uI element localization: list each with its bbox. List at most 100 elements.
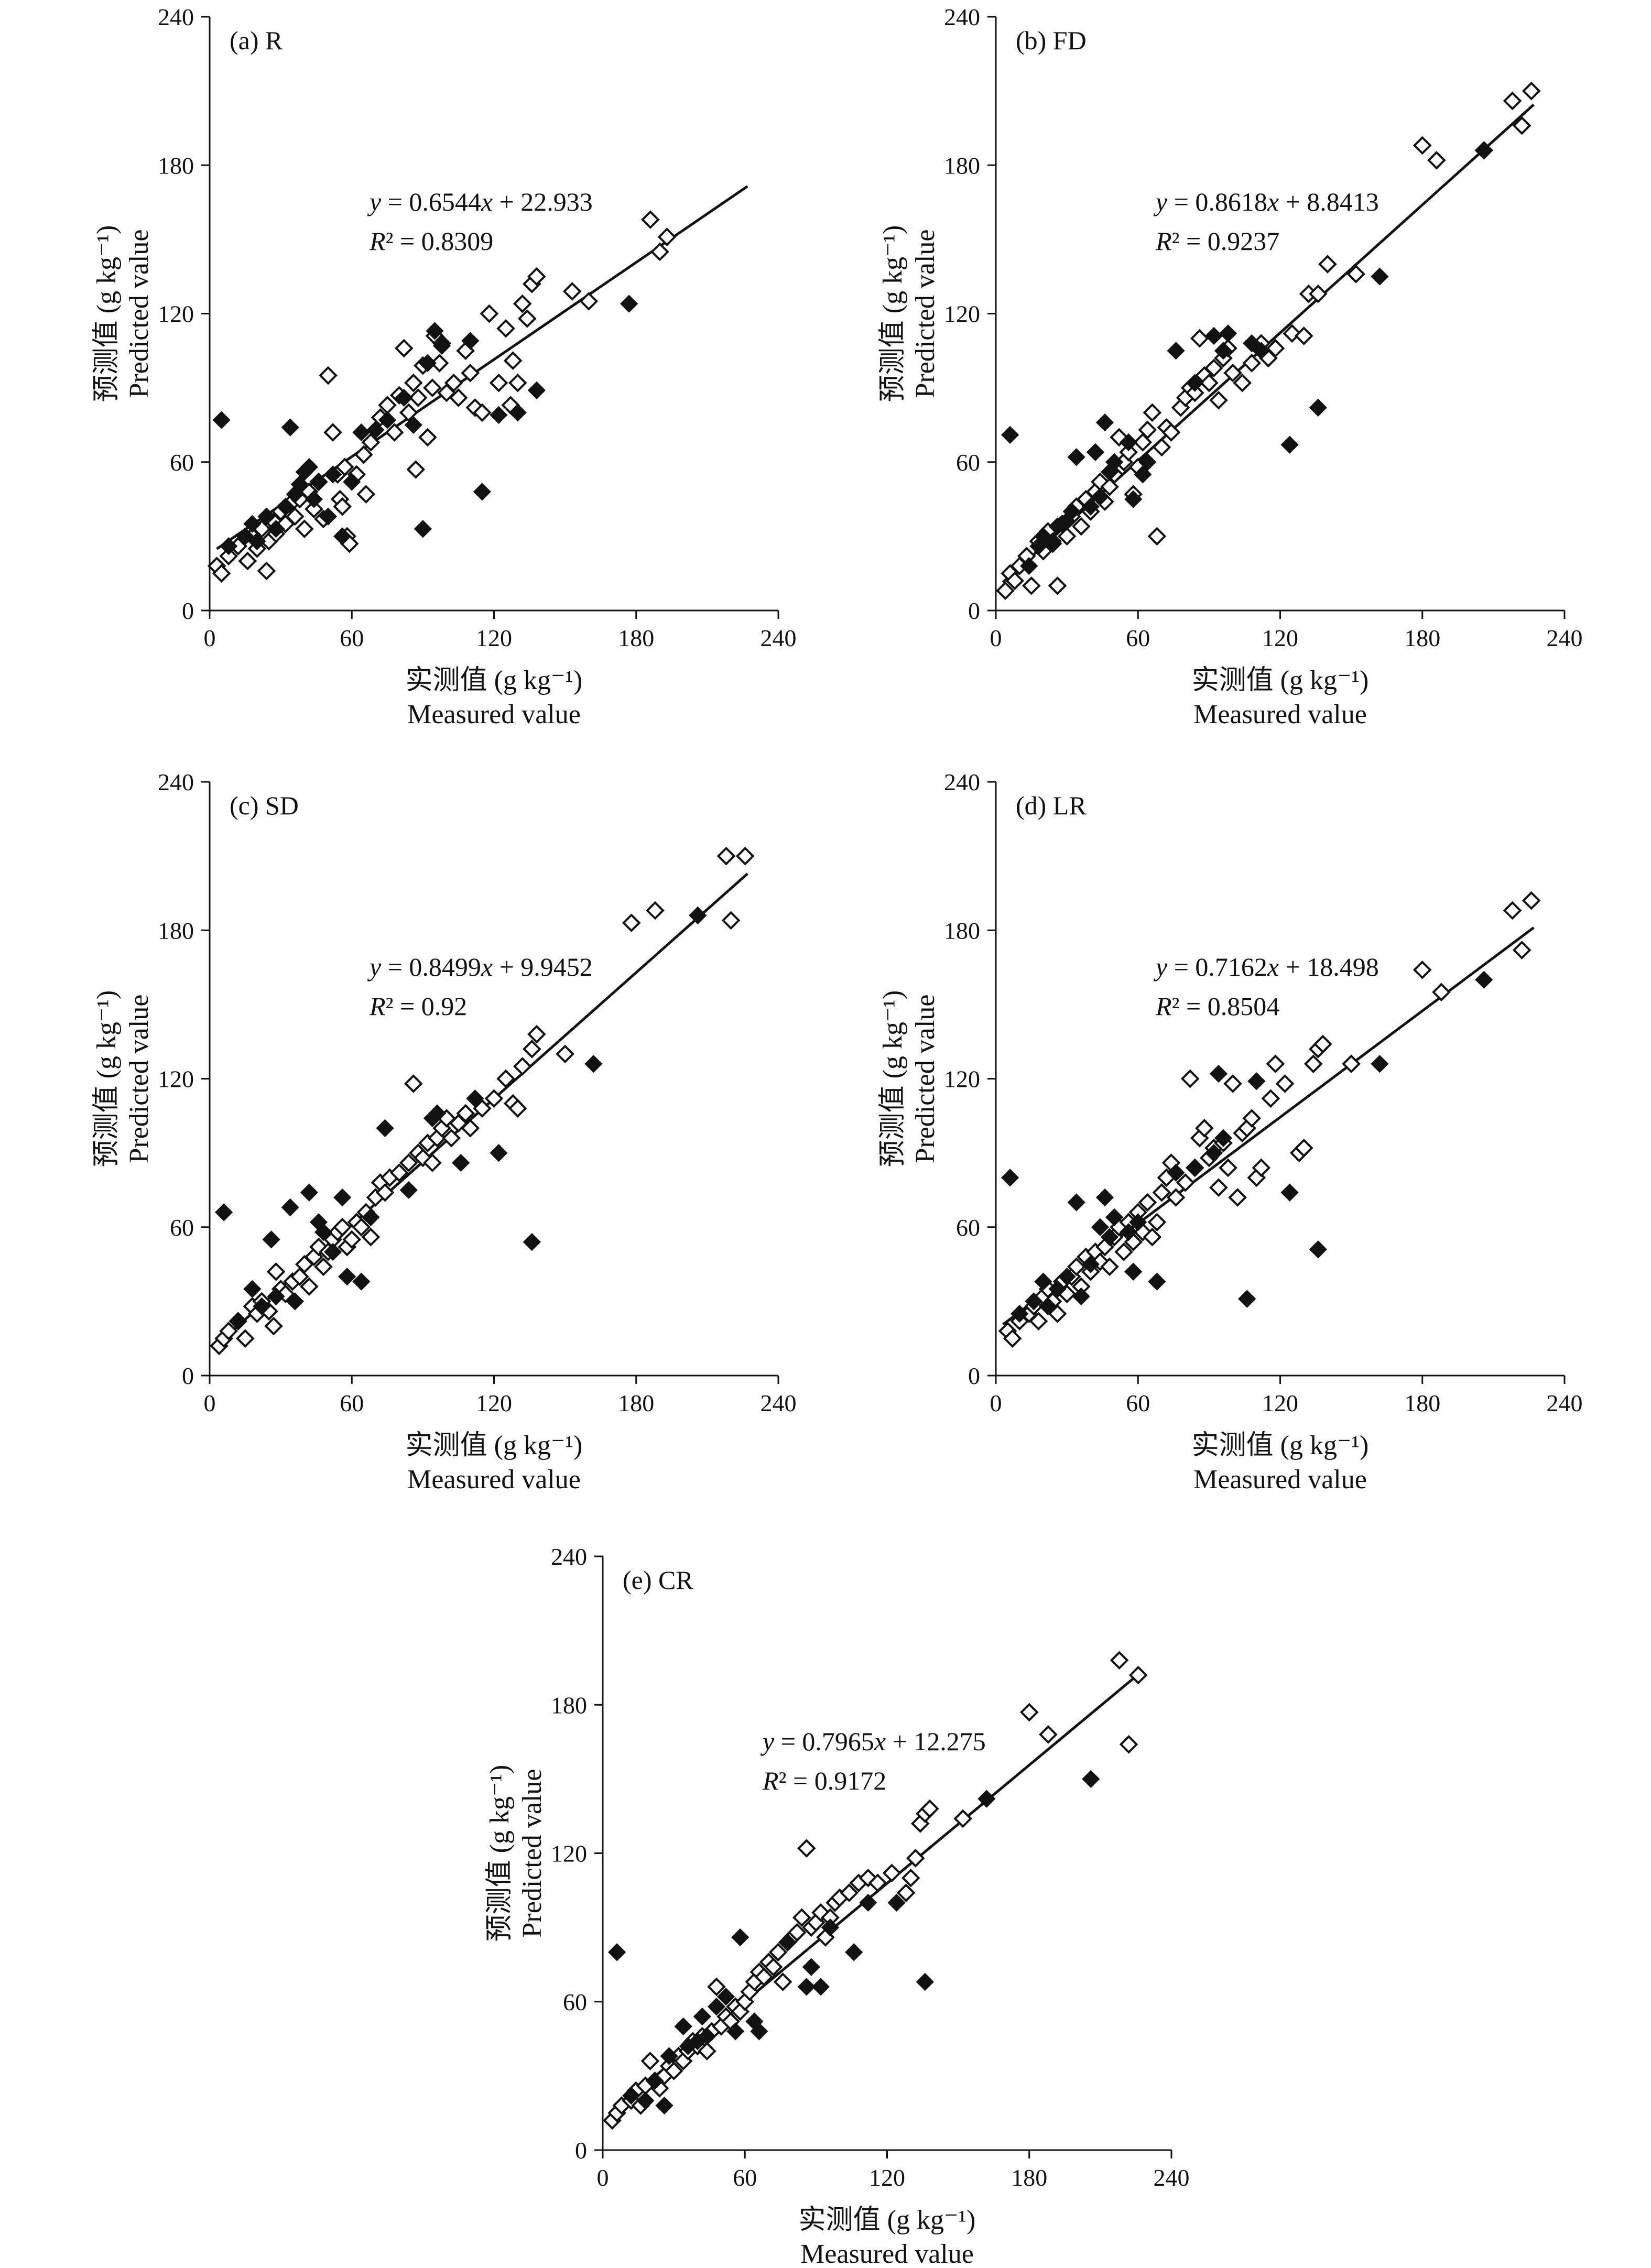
data-point-filled xyxy=(689,906,707,925)
y-tick-label: 0 xyxy=(575,2137,587,2164)
data-point-open xyxy=(1223,363,1242,383)
data-point-filled xyxy=(229,1312,247,1331)
data-point-open xyxy=(1261,1089,1280,1108)
x-tick-label: 0 xyxy=(597,2164,609,2191)
data-point-filled xyxy=(1475,971,1493,989)
data-point-open xyxy=(361,1227,381,1247)
data-point-open xyxy=(1200,373,1219,392)
data-point-open xyxy=(1195,1119,1214,1138)
data-point-filled xyxy=(1204,326,1223,345)
data-point-open xyxy=(1512,116,1531,135)
data-point-filled xyxy=(212,411,231,429)
data-point-filled xyxy=(1058,1268,1076,1286)
chart-panel-5: 0 60 120 180 240 0 60 120 180 240 (e) CR y = 0.7965… xyxy=(485,1543,1190,2268)
x-tick-label: 0 xyxy=(990,625,1002,651)
data-point-filled xyxy=(323,1242,342,1261)
data-point-filled xyxy=(366,421,385,439)
data-point-filled xyxy=(1204,1144,1223,1162)
data-point-open xyxy=(473,403,492,422)
data-point-filled xyxy=(797,1978,816,1996)
x-tick-label: 120 xyxy=(1262,625,1298,651)
data-point-open xyxy=(1003,1329,1022,1348)
data-point-open xyxy=(1503,901,1522,920)
x-tick-label: 180 xyxy=(1404,1390,1440,1416)
data-point-filled xyxy=(309,473,328,491)
y-tick-label: 120 xyxy=(158,301,194,328)
data-point-filled xyxy=(473,483,492,501)
x-tick-label: 240 xyxy=(761,625,797,651)
data-point-filled xyxy=(859,1893,877,1912)
data-point-open xyxy=(1427,150,1446,170)
data-point-open xyxy=(716,846,736,866)
data-point-open xyxy=(461,1119,480,1138)
data-point-open xyxy=(385,423,404,442)
data-point-filled xyxy=(1082,1770,1100,1788)
y-axis-title: 预测值 (g kg⁻¹) xyxy=(92,225,122,402)
data-point-open xyxy=(1005,571,1024,591)
y-tick-label: 60 xyxy=(563,1989,587,2015)
data-point-open xyxy=(1161,423,1181,442)
data-point-open xyxy=(1413,960,1432,979)
x-tick-label: 120 xyxy=(1262,1390,1298,1416)
data-point-filled xyxy=(622,2087,640,2105)
panel-label: (d) LR xyxy=(1016,791,1087,820)
data-point-open xyxy=(773,1972,792,1991)
data-point-filled xyxy=(305,490,323,508)
x-axis-subtitle: Measured value xyxy=(1193,700,1367,729)
data-point-open xyxy=(527,1024,546,1044)
data-point-open xyxy=(1242,354,1262,373)
data-point-open xyxy=(496,319,515,338)
x-tick-label: 60 xyxy=(1126,1390,1150,1416)
data-point-open xyxy=(480,304,499,323)
data-point-filled xyxy=(1475,141,1493,160)
data-point-filled xyxy=(338,1268,356,1286)
data-point-open xyxy=(641,210,660,229)
x-tick-label: 120 xyxy=(869,2164,905,2191)
data-point-open xyxy=(1048,576,1067,595)
data-point-open xyxy=(901,1868,920,1888)
data-point-filled xyxy=(1044,532,1062,550)
y-tick-label: 180 xyxy=(944,917,980,944)
data-point-open xyxy=(640,2052,660,2070)
r-squared: R² = 0.9172 xyxy=(762,1766,886,1795)
data-point-open xyxy=(1143,403,1162,422)
chart-panel-1: 0 60 120 180 240 0 60 120 180 240 (a) R y = 0.6544x… xyxy=(92,4,797,729)
data-point-filled xyxy=(646,2071,664,2090)
data-point-open xyxy=(449,388,468,407)
data-point-open xyxy=(1242,1109,1262,1128)
data-point-open xyxy=(840,1883,859,1902)
data-point-open xyxy=(1252,1158,1271,1177)
data-point-filled xyxy=(376,1119,394,1138)
data-point-filled xyxy=(1034,1272,1052,1291)
data-point-open xyxy=(1176,1173,1195,1192)
data-point-open xyxy=(1166,1188,1186,1207)
data-point-filled xyxy=(693,2007,711,2026)
data-point-open xyxy=(1029,1312,1048,1331)
r-squared: R² = 0.8309 xyxy=(369,226,493,256)
data-point-open xyxy=(768,1943,788,1962)
data-point-open xyxy=(314,1257,333,1277)
data-point-open xyxy=(650,242,669,261)
panel-label: (a) R xyxy=(230,26,283,55)
data-point-filled xyxy=(845,1943,863,1961)
r-squared: R² = 0.92 xyxy=(369,991,467,1021)
data-point-open xyxy=(698,2042,716,2060)
data-point-filled xyxy=(1167,342,1185,360)
data-point-filled xyxy=(1086,443,1104,461)
data-point-filled xyxy=(523,1233,541,1251)
data-point-filled xyxy=(584,1055,603,1073)
y-tick-label: 180 xyxy=(944,152,980,179)
y-tick-label: 180 xyxy=(158,917,194,944)
data-point-open xyxy=(323,423,342,442)
data-point-open xyxy=(1119,443,1138,462)
data-point-open xyxy=(1309,284,1328,303)
data-point-filled xyxy=(300,1183,318,1202)
data-point-open xyxy=(1100,1257,1119,1277)
data-point-open xyxy=(264,1316,283,1336)
data-point-filled xyxy=(1095,1188,1114,1207)
data-point-filled xyxy=(811,1978,830,1996)
data-point-open xyxy=(996,581,1015,601)
data-point-open xyxy=(1143,1227,1162,1247)
data-point-filled xyxy=(286,1292,304,1311)
data-point-filled xyxy=(404,416,422,434)
